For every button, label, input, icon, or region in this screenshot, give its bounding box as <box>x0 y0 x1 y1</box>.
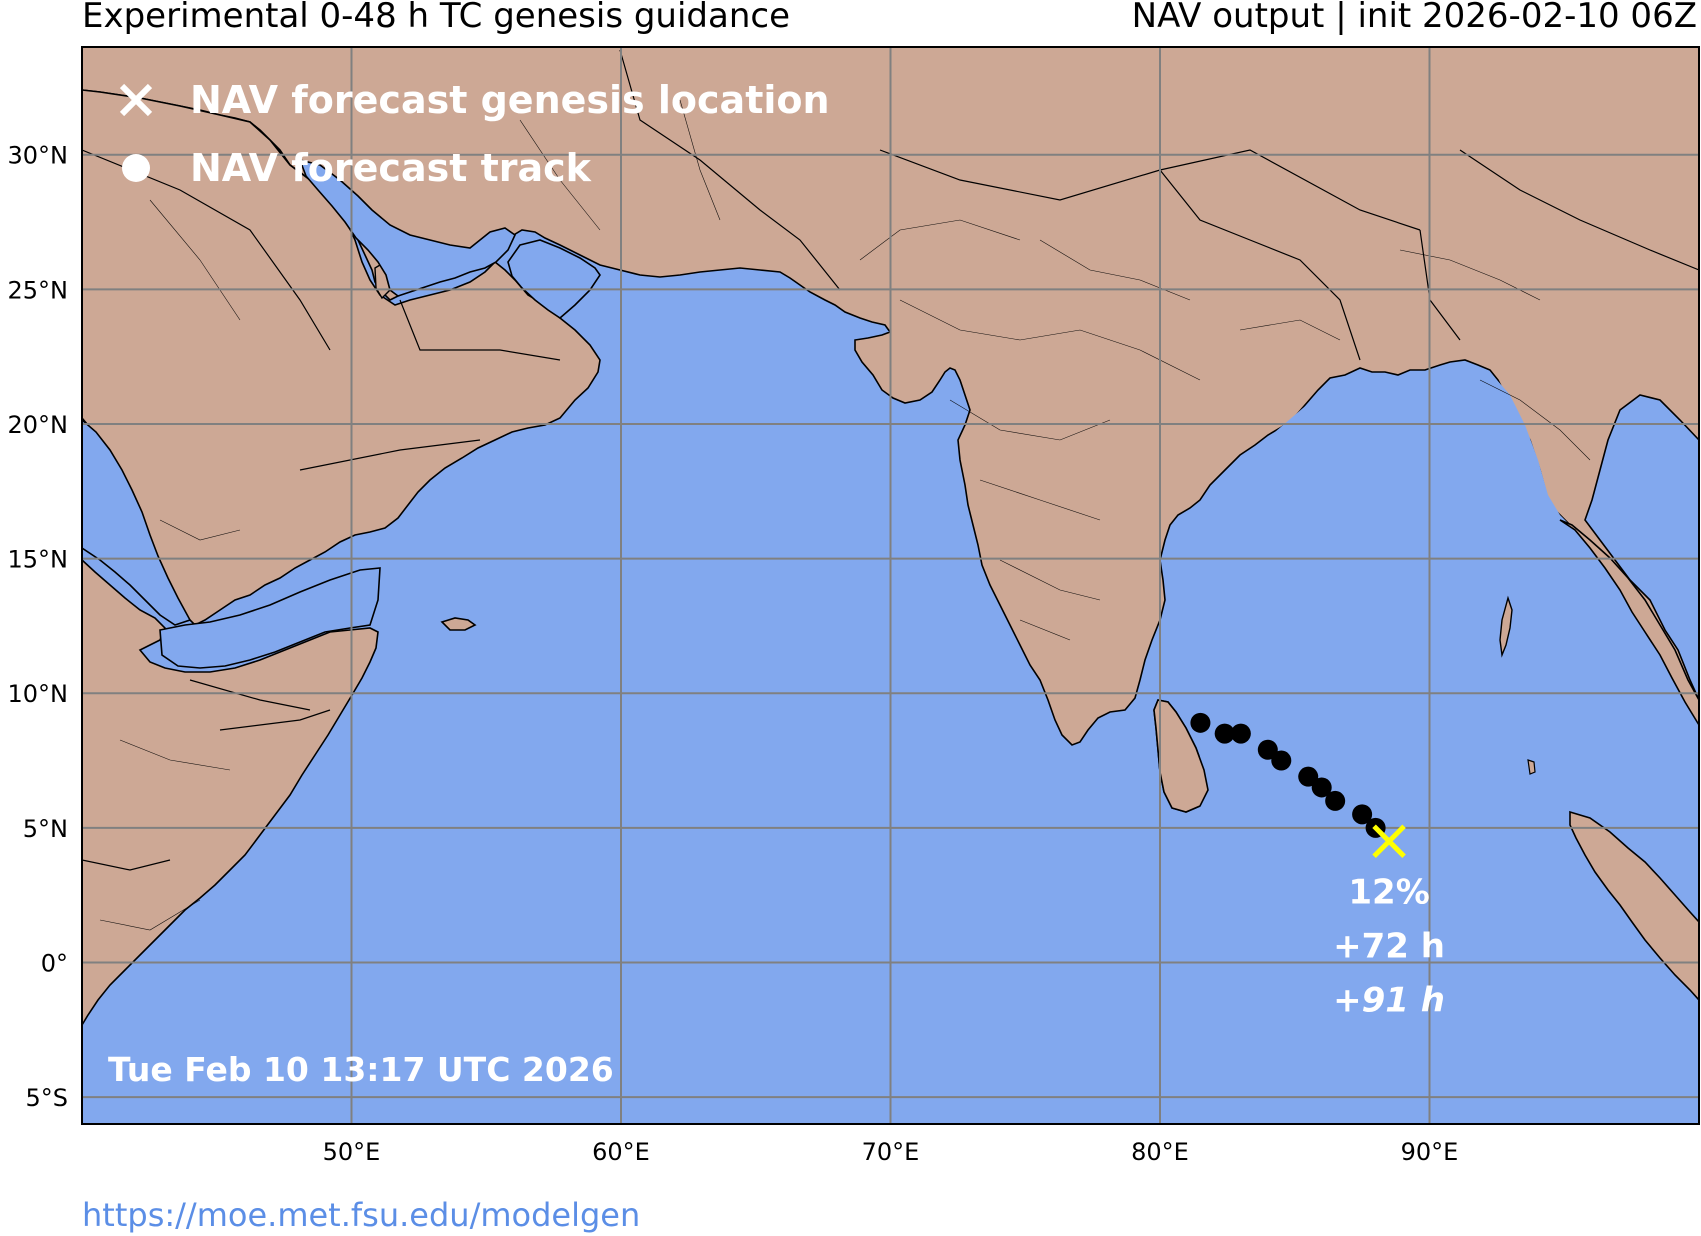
forecast-track <box>1190 712 1406 859</box>
land-nicobar <box>1527 759 1536 775</box>
land-africa <box>82 558 379 1027</box>
lat-tick-label: 25°N <box>8 276 69 304</box>
lat-tick-label: 30°N <box>8 142 69 170</box>
track-point <box>1325 790 1346 811</box>
legend-genesis-label: NAV forecast genesis location <box>190 78 830 122</box>
political-borders <box>82 49 1699 871</box>
water-red-sea <box>82 418 192 626</box>
source-url-link[interactable]: https://moe.met.fsu.edu/modelgen <box>82 1196 641 1234</box>
lat-tick-label: 10°N <box>8 680 69 708</box>
legend: NAV forecast genesis location NAV foreca… <box>119 78 830 190</box>
lat-tick-label: 15°N <box>8 546 69 574</box>
axis-tick-labels: 50°E 60°E 70°E 80°E 90°E 30°N 25°N 20°N 15°N 10°N… <box>8 142 1459 1166</box>
lat-tick-label: 5°N <box>23 815 68 843</box>
genesis-probability: 12% <box>1348 872 1429 912</box>
dot-marker-icon <box>122 154 150 182</box>
track-point <box>1190 712 1211 733</box>
land-andaman-top <box>1499 595 1513 658</box>
track-point <box>1298 766 1319 787</box>
lat-tick-label: 20°N <box>8 411 69 439</box>
genesis-marker <box>1372 824 1406 859</box>
land-layer <box>82 47 1699 1124</box>
run-timestamp: Tue Feb 10 13:17 UTC 2026 <box>108 1050 614 1089</box>
track-point <box>1352 804 1373 825</box>
map-frame <box>81 46 1700 1125</box>
track-point <box>1230 723 1251 744</box>
legend-track-label: NAV forecast track <box>190 146 592 190</box>
lat-tick-label: 5°S <box>25 1084 68 1112</box>
x-marker-icon <box>119 83 153 117</box>
land-malay-peninsula <box>1559 519 1699 727</box>
map-title: Experimental 0-48 h TC genesis guidance <box>82 0 790 36</box>
land-sri-lanka-top <box>1153 699 1209 813</box>
lat-tick-label: 0° <box>41 949 68 977</box>
lon-tick-label: 60°E <box>592 1138 650 1166</box>
water-persian-gulf <box>298 158 517 297</box>
track-point <box>1311 777 1332 798</box>
genesis-annotation: 12% +72 h +91 h <box>1333 872 1445 1020</box>
genesis-lead-time: +72 h <box>1333 926 1445 966</box>
land-sumatra-top <box>1569 810 1699 1002</box>
lon-tick-label: 50°E <box>323 1138 381 1166</box>
track-point <box>1257 739 1278 760</box>
track-point <box>1271 750 1292 771</box>
model-init-label: NAV output | init 2026-02-10 06Z <box>1131 0 1697 36</box>
lon-tick-label: 90°E <box>1401 1138 1459 1166</box>
water-bay-of-bengal-top <box>1200 366 1699 1124</box>
track-point <box>1214 723 1235 744</box>
lon-tick-label: 70°E <box>862 1138 920 1166</box>
water-gulf-of-aden <box>159 567 381 669</box>
graticule <box>82 47 1699 1124</box>
land-socotra <box>440 617 477 631</box>
water-gulf-of-oman <box>507 239 601 320</box>
lon-tick-label: 80°E <box>1131 1138 1189 1166</box>
genesis-lead-time-end: +91 h <box>1333 980 1445 1020</box>
